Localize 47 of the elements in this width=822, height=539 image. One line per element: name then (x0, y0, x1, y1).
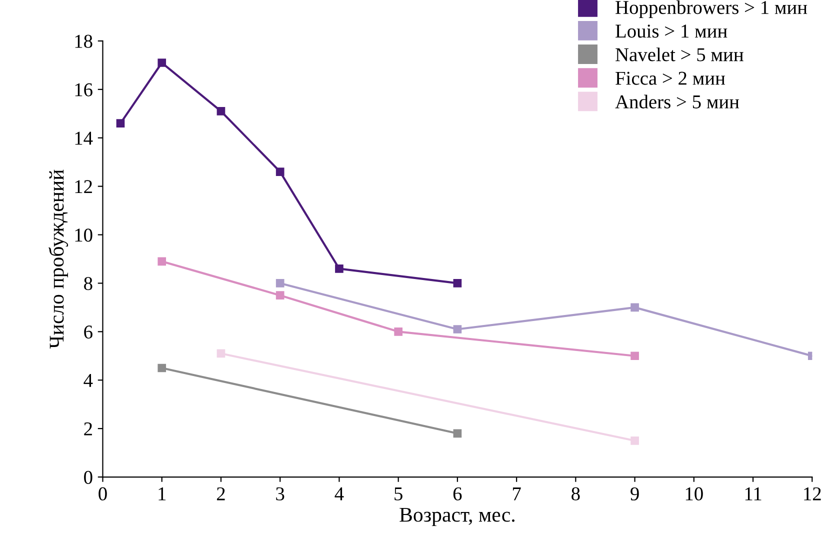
x-tick-label: 8 (572, 487, 580, 500)
point (453, 325, 462, 334)
y-tick-label: 2 (84, 422, 92, 436)
point (630, 352, 639, 360)
point (276, 168, 284, 176)
point (453, 429, 462, 438)
x-tick-label: 1 (158, 487, 166, 500)
legend-label: Hoppenbrowers > 1 мин (616, 0, 808, 18)
point (394, 328, 402, 336)
point (453, 279, 462, 288)
x-tick-label: 0 (98, 487, 107, 500)
y-tick-label: 0 (84, 470, 92, 484)
legend-label: Ficca > 2 мин (616, 72, 726, 85)
y-tick-label: 4 (84, 374, 93, 387)
x-tick-label: 11 (745, 487, 762, 500)
point (158, 58, 166, 67)
point (158, 257, 166, 266)
y-axis-title: Число пробуждений (48, 170, 68, 349)
y-tick-label: 8 (84, 277, 92, 290)
x-tick-label: 7 (512, 487, 521, 500)
y-tick-label: 16 (75, 83, 92, 96)
x-tick-label: 4 (334, 487, 344, 500)
x-tick-label: 6 (453, 487, 462, 500)
y-tick-label: 14 (75, 132, 93, 145)
x-tick-label: 10 (686, 487, 703, 500)
point (216, 107, 226, 116)
point (158, 364, 166, 372)
point (335, 264, 344, 273)
point (116, 119, 125, 128)
point (276, 291, 284, 300)
legend-label: Navelet > 5 мин (616, 48, 744, 62)
x-axis-title: Возраст, мес. (400, 508, 514, 526)
point (630, 303, 639, 312)
x-tick-label: 2 (216, 487, 225, 500)
legend-label: Louis > 1 мин (616, 24, 728, 38)
x-tick-label: 3 (276, 487, 284, 500)
point (216, 349, 226, 358)
y-tick-label: 12 (75, 180, 92, 194)
y-tick-label: 10 (75, 228, 92, 242)
x-tick-label: 9 (630, 487, 639, 500)
legend-label: Anders > 5 мин (615, 94, 740, 108)
point (276, 279, 284, 288)
y-tick-label: 6 (84, 326, 92, 339)
x-tick-label: 12 (804, 487, 821, 500)
y-tick-label: 18 (75, 34, 92, 48)
x-tick-label: 5 (394, 487, 402, 500)
point (630, 436, 639, 445)
